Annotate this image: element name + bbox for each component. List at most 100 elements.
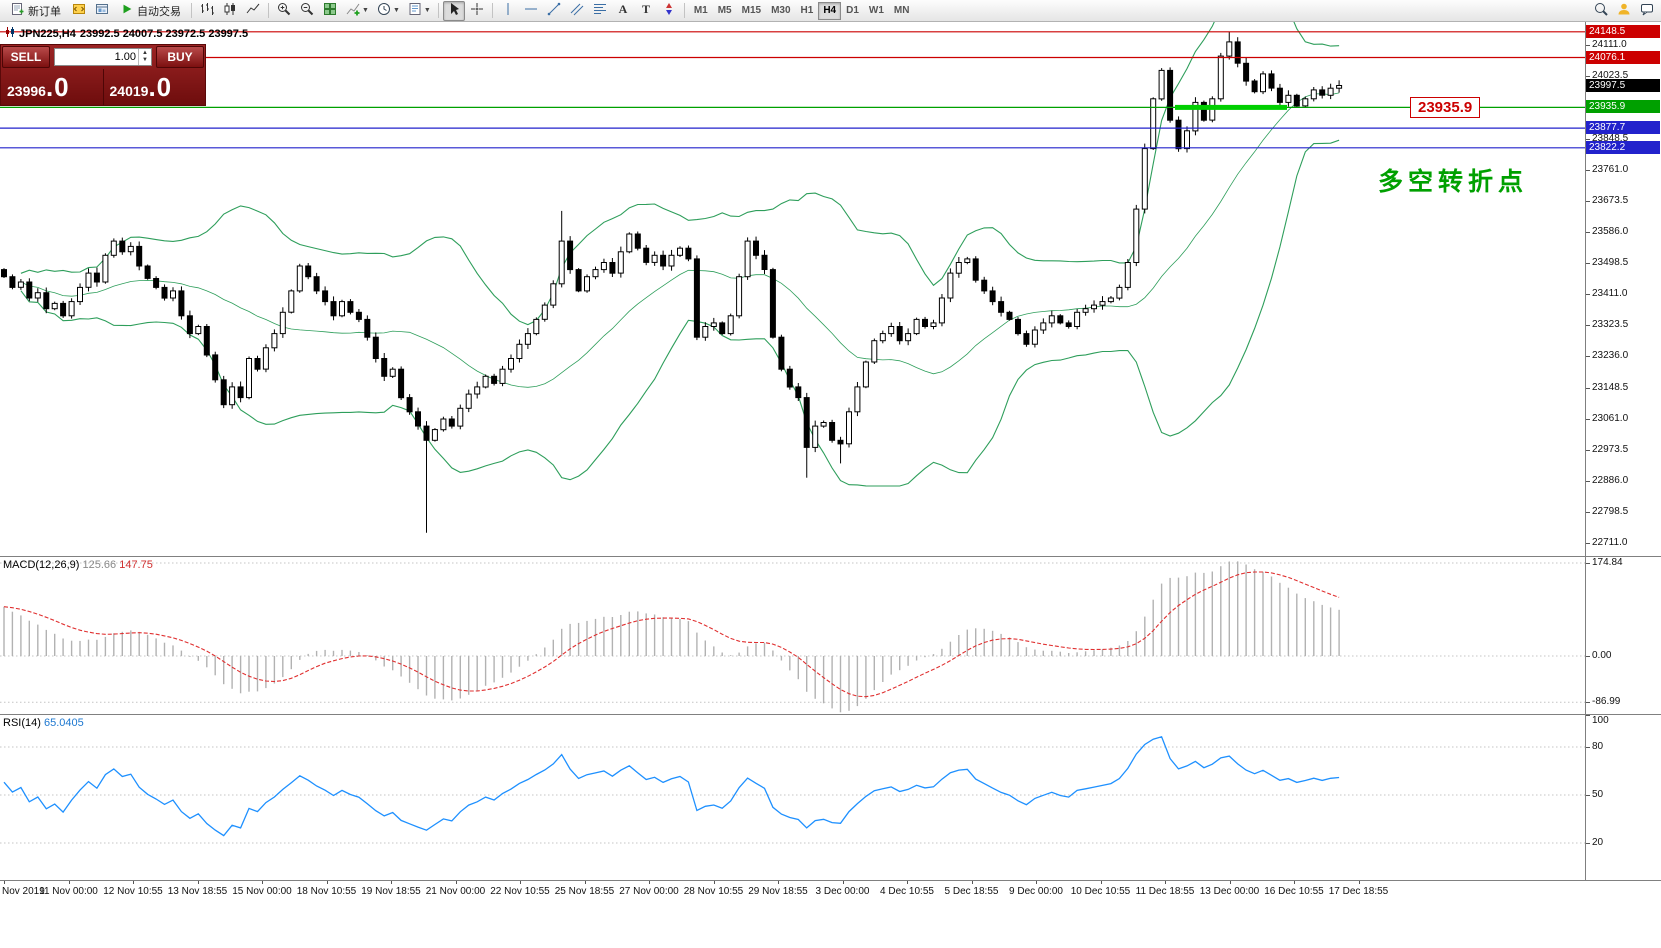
axis-tick xyxy=(1586,480,1590,482)
price-tag: 23935.9 xyxy=(1586,100,1660,114)
axis-tick xyxy=(1586,169,1590,171)
zoom-out-button[interactable] xyxy=(296,1,318,21)
time-axis-tick xyxy=(520,881,521,884)
bar-chart-button[interactable] xyxy=(196,1,218,21)
price-axis-label: 23411.0 xyxy=(1592,288,1628,300)
terminal-button[interactable] xyxy=(91,1,113,21)
buy-price[interactable]: 24019.0 xyxy=(104,69,206,105)
time-axis-tick xyxy=(1036,881,1037,884)
date-label: 25 Nov 18:55 xyxy=(554,886,615,897)
rsi-value: 65.0405 xyxy=(43,717,84,729)
fibonacci-button[interactable] xyxy=(589,1,611,21)
cursor-button[interactable] xyxy=(442,0,465,21)
level-price-label[interactable]: 23935.9 xyxy=(1410,97,1481,118)
axis-tick xyxy=(1586,294,1590,296)
price-axis-label: 22886.0 xyxy=(1592,474,1629,486)
time-axis-tick xyxy=(778,881,779,884)
axis-tick xyxy=(1586,138,1590,140)
metaeditor-button[interactable] xyxy=(68,1,90,21)
macd-axis-label: 174.84 xyxy=(1592,557,1623,568)
rsi-axis-label: 50 xyxy=(1592,789,1604,800)
axis-tick xyxy=(1586,747,1590,748)
one-click-trading-panel: SELL 1.00 ▲ ▼ BUY 23996.0 24019.0 xyxy=(0,44,206,106)
community-icon xyxy=(1616,1,1632,20)
time-axis-tick xyxy=(713,881,715,884)
axis-tick xyxy=(1586,356,1590,358)
text-button[interactable]: A xyxy=(612,1,634,21)
sell-button[interactable]: SELL xyxy=(2,46,50,68)
timeframe-toolbar: M1 M5 M15 M30 H1 H4 D1 W1 MN xyxy=(689,1,915,20)
main-price-axis[interactable]: 24111.0 24023.5 23848.5 23761.0 23673.5 23586… xyxy=(1585,22,1661,556)
macd-axis[interactable]: 174.84 0.00 -86.99 xyxy=(1585,557,1661,714)
toolbar-separator xyxy=(491,3,493,18)
periods-button[interactable]: ▼ xyxy=(373,1,403,21)
tile-windows-button[interactable] xyxy=(319,1,341,21)
axis-tick xyxy=(1586,45,1590,47)
timeframe-m1[interactable]: M1 xyxy=(693,5,708,16)
timeframe-w1[interactable]: W1 xyxy=(868,5,884,16)
search-button[interactable] xyxy=(1590,1,1612,21)
rsi-plot[interactable] xyxy=(0,715,1585,880)
spinner-down-icon[interactable]: ▼ xyxy=(142,57,148,63)
indicators-button[interactable]: ▼ xyxy=(342,1,372,21)
svg-text:T: T xyxy=(642,2,650,16)
bar-chart-icon xyxy=(199,1,215,20)
volume-field[interactable]: 1.00 ▲ ▼ xyxy=(54,48,152,66)
crosshair-button[interactable] xyxy=(466,1,488,21)
dropdown-caret-icon: ▼ xyxy=(423,7,431,14)
timeframe-mn[interactable]: MN xyxy=(893,5,910,16)
timeframe-d1[interactable]: D1 xyxy=(846,5,859,16)
date-label: 16 Dec 10:55 xyxy=(1264,886,1324,897)
date-label: 12 Nov 10:55 xyxy=(103,886,163,897)
new-order-button[interactable]: 新订单 xyxy=(3,1,67,21)
vertical-line-button[interactable] xyxy=(497,1,519,21)
date-label: 21 Nov 00:00 xyxy=(425,886,486,897)
chat-button[interactable] xyxy=(1636,1,1658,21)
timeframe-h1[interactable]: H1 xyxy=(800,5,814,16)
timeframe-m15[interactable]: M15 xyxy=(741,5,762,16)
cursor-icon xyxy=(446,1,462,20)
timeframe-m5[interactable]: M5 xyxy=(717,5,732,16)
buy-button[interactable]: BUY xyxy=(156,46,204,68)
arrows-button[interactable] xyxy=(658,1,680,21)
time-axis-tick xyxy=(1100,881,1102,884)
macd-axis-label: -86.99 xyxy=(1592,696,1621,708)
timeframe-h4[interactable]: H4 xyxy=(818,1,842,20)
horizontal-line-button[interactable] xyxy=(520,1,542,21)
time-axis-tick xyxy=(455,881,457,884)
terminal-icon xyxy=(94,1,110,20)
axis-tick xyxy=(1586,325,1590,327)
templates-button[interactable]: ▼ xyxy=(404,1,434,21)
annotation-text[interactable]: 多空转折点 xyxy=(1378,168,1529,196)
time-axis-tick xyxy=(326,881,328,884)
main-chart-plot[interactable] xyxy=(0,22,1585,556)
timeframe-m30[interactable]: M30 xyxy=(771,5,791,16)
axis-tick xyxy=(1586,387,1590,389)
zoom-in-button[interactable] xyxy=(273,1,295,21)
macd-plot[interactable] xyxy=(0,557,1585,714)
auto-trading-button[interactable]: 自动交易 xyxy=(114,1,187,21)
equidistant-channel-button[interactable] xyxy=(566,1,588,21)
axis-tick xyxy=(1586,200,1590,202)
date-label: 3 Dec 00:00 xyxy=(815,886,870,897)
candlestick-button[interactable] xyxy=(219,1,241,21)
sell-price[interactable]: 23996.0 xyxy=(1,69,103,105)
trendline-icon xyxy=(546,1,562,20)
rsi-axis-label: 100 xyxy=(1592,715,1609,726)
date-label: 13 Nov 18:55 xyxy=(167,886,228,897)
text-label-button[interactable]: T xyxy=(635,1,657,21)
community-button[interactable] xyxy=(1613,1,1635,21)
date-label: 4 Dec 10:55 xyxy=(880,886,934,897)
volume-spinner[interactable]: ▲ ▼ xyxy=(138,49,151,65)
line-chart-button[interactable] xyxy=(242,1,264,21)
price-tag: 24076.1 xyxy=(1586,50,1660,64)
time-axis[interactable]: Nov 2019 11 Nov 00:00 12 Nov 10:55 13 Nov 1… xyxy=(0,880,1661,906)
macd-name: MACD(12,26,9) xyxy=(3,559,80,571)
spinner-up-icon[interactable]: ▲ xyxy=(142,50,148,56)
axis-tick xyxy=(1586,702,1590,704)
rsi-axis[interactable]: 100 80 50 20 xyxy=(1585,715,1661,880)
trendline-button[interactable] xyxy=(543,1,565,21)
price-axis-label: 23148.5 xyxy=(1592,381,1629,393)
toolbar-separator xyxy=(268,3,269,18)
